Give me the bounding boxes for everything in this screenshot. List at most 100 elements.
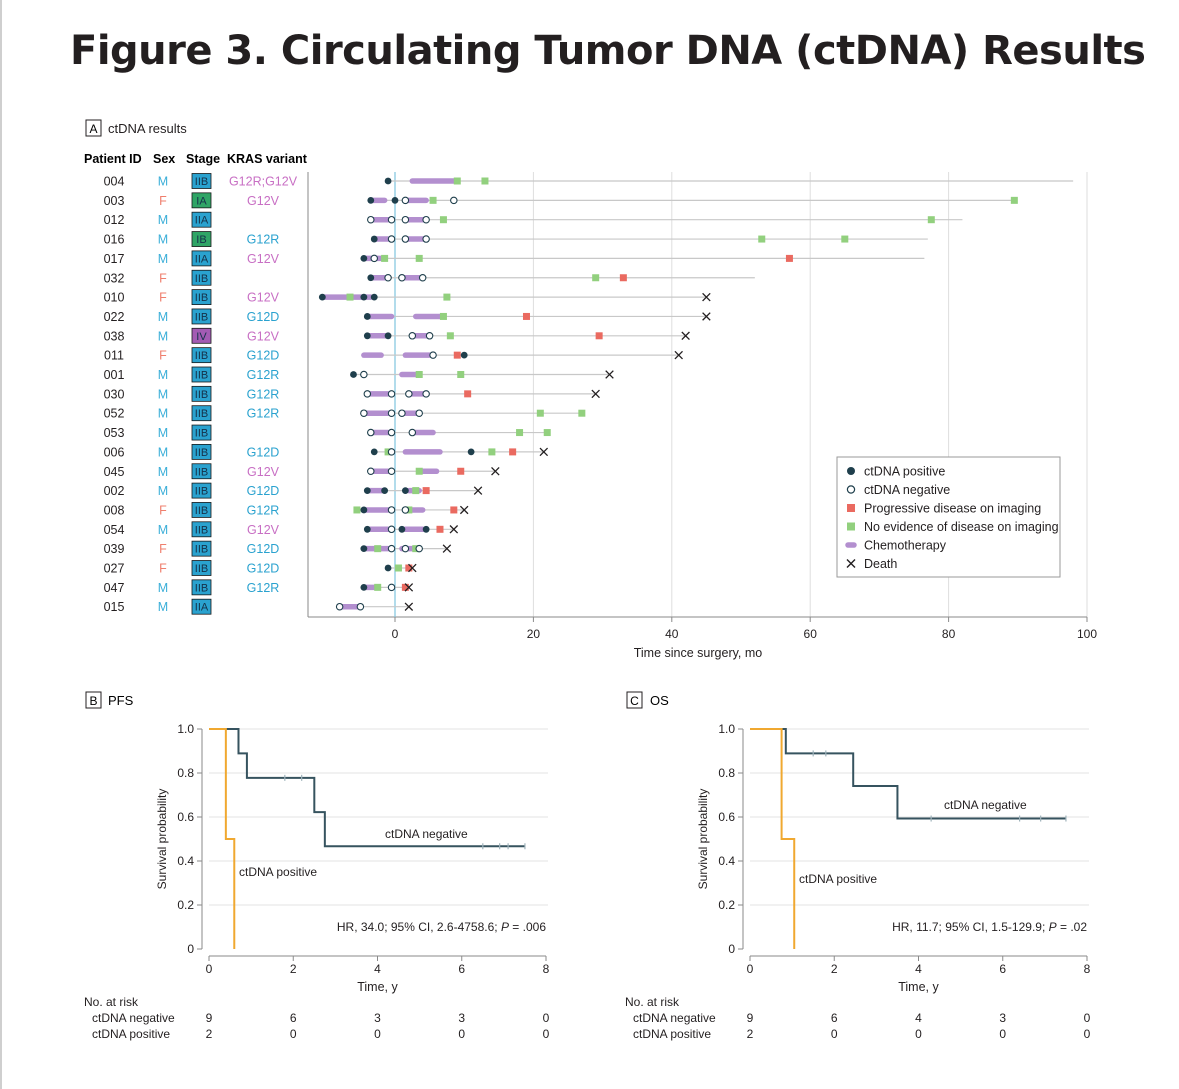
death-marker <box>674 350 683 360</box>
patient-id: 032 <box>104 271 125 285</box>
risk-row-label: ctDNA positive <box>633 1027 711 1041</box>
death-stroke <box>404 583 414 592</box>
legend-item-ctdna-positive: ctDNA positive <box>847 465 945 479</box>
legend-label: Death <box>864 557 897 571</box>
ctdna-negative-marker <box>387 583 396 592</box>
legend-label: Chemotherapy <box>864 539 947 553</box>
death-marker <box>591 389 600 399</box>
km-y-tick-label: 0.4 <box>177 854 194 868</box>
risk-value: 9 <box>747 1011 754 1025</box>
death-marker <box>605 370 614 379</box>
stage-label: IIB <box>195 370 208 382</box>
km-y-tick-label: 0.2 <box>718 898 735 912</box>
kras-variant: G12D <box>247 542 280 556</box>
x-tick-label: 0 <box>392 627 399 641</box>
km-y-tick-label: 0.8 <box>718 766 735 780</box>
stage-label: IIB <box>195 176 208 188</box>
patient-row: 011 F IIB G12D <box>104 347 683 364</box>
ctdna-negative-marker <box>370 254 378 263</box>
progressive-disease-marker <box>422 487 430 495</box>
ctdna-negative-marker <box>360 370 368 379</box>
ned-marker <box>412 487 420 495</box>
km-y-tick-label: 0 <box>187 942 194 956</box>
ctdna-negative-marker <box>422 390 430 398</box>
legend-items: ctDNA positive ctDNA negative Progressive … <box>845 465 1059 571</box>
legend-item-ctdna-negative: ctDNA negative <box>846 483 950 497</box>
death-stroke <box>702 312 711 321</box>
patient-id: 012 <box>104 213 125 227</box>
km-stats-p: P <box>1049 920 1057 934</box>
ctdna-positive-marker <box>360 583 368 591</box>
stage-label: IA <box>196 195 207 207</box>
panel-c-header: C OS <box>626 691 669 709</box>
panel-a-header: A ctDNA results Patient ID Sex Stage KRA… <box>84 119 308 166</box>
km-label-negative: ctDNA negative <box>944 798 1027 812</box>
km-x-tick-label: 8 <box>1084 962 1091 976</box>
ned-marker <box>481 177 489 185</box>
ctdna-negative-marker <box>415 544 423 553</box>
progressive-disease-marker <box>595 332 603 340</box>
patient-row: 008 F IIB G12R <box>104 502 469 518</box>
ctdna-negative-marker <box>401 235 410 243</box>
death-stroke <box>702 292 711 302</box>
patient-row: 016 M IB G12R <box>104 231 928 247</box>
patient-id: 027 <box>104 562 125 576</box>
ned-marker <box>374 583 382 591</box>
kras-variant: G12D <box>247 562 280 576</box>
death-stroke <box>473 486 483 495</box>
patient-id: 047 <box>104 581 125 595</box>
ned-marker <box>415 254 423 262</box>
legend-item-progressive: Progressive disease on imaging <box>847 502 1041 516</box>
ctdna-positive-marker <box>384 177 392 185</box>
ctdna-negative-marker <box>422 235 430 243</box>
ctdna-negative-marker <box>356 602 365 611</box>
death-marker <box>404 583 414 592</box>
header-kras-variant: KRAS variant <box>227 152 308 166</box>
ctdna-positive-marker <box>360 255 368 262</box>
risk-row-label: ctDNA negative <box>633 1011 716 1025</box>
panel-c-title: OS <box>650 693 669 708</box>
stage-badge <box>191 231 212 247</box>
patient-sex: M <box>158 600 168 614</box>
patient-id: 004 <box>104 175 125 189</box>
legend-label: Progressive disease on imaging <box>864 502 1041 516</box>
km-x-tick-label: 4 <box>915 962 922 976</box>
panel-c-letter: C <box>630 694 639 708</box>
kras-variant: G12D <box>247 445 280 459</box>
panel-a-legend: ctDNA positive ctDNA negative Progressive … <box>836 456 1061 578</box>
patient-sex: M <box>158 407 168 421</box>
ctdna-negative-marker <box>401 215 410 224</box>
ned-marker <box>353 506 361 514</box>
ctdna-positive-marker <box>398 525 406 533</box>
ctdna-negative-marker <box>401 196 410 205</box>
patient-row: 006 M IIB G12D <box>104 443 549 460</box>
stage-label: IIB <box>195 311 208 323</box>
header-sex: Sex <box>153 152 175 166</box>
ctdna-negative-marker <box>387 428 396 437</box>
stage-badge <box>191 424 212 441</box>
stage-badge <box>191 308 212 325</box>
progressive-disease-marker <box>522 312 530 320</box>
kras-variant: G12V <box>247 194 280 208</box>
patient-row: 053 M IIB <box>104 424 551 441</box>
stage-label: IIB <box>195 273 208 285</box>
km-y-tick-label: 1.0 <box>177 722 194 736</box>
death-stroke <box>442 544 452 553</box>
ctdna-negative-marker <box>387 235 396 243</box>
ned-marker <box>1010 196 1018 204</box>
panel-b-letter: B <box>89 694 97 708</box>
km-stats-prefix: HR, 34.0; 95% CI, 2.6-4758.6; <box>337 920 501 934</box>
stage-badge <box>191 405 212 422</box>
stage-badge <box>191 560 212 576</box>
ned-marker <box>927 216 935 224</box>
ctdna-positive-marker <box>370 293 378 301</box>
kras-variant: G12D <box>247 310 280 324</box>
progressive-disease-marker <box>453 351 461 359</box>
risk-value: 0 <box>374 1027 381 1041</box>
km-x-tick-label: 0 <box>747 962 754 976</box>
death-stroke <box>491 466 500 476</box>
x-tick-label: 20 <box>527 627 541 641</box>
patient-row: 022 M IIB G12D <box>104 308 711 325</box>
legend-box <box>836 456 1061 578</box>
km-curve-ctdna-negative <box>209 728 525 848</box>
